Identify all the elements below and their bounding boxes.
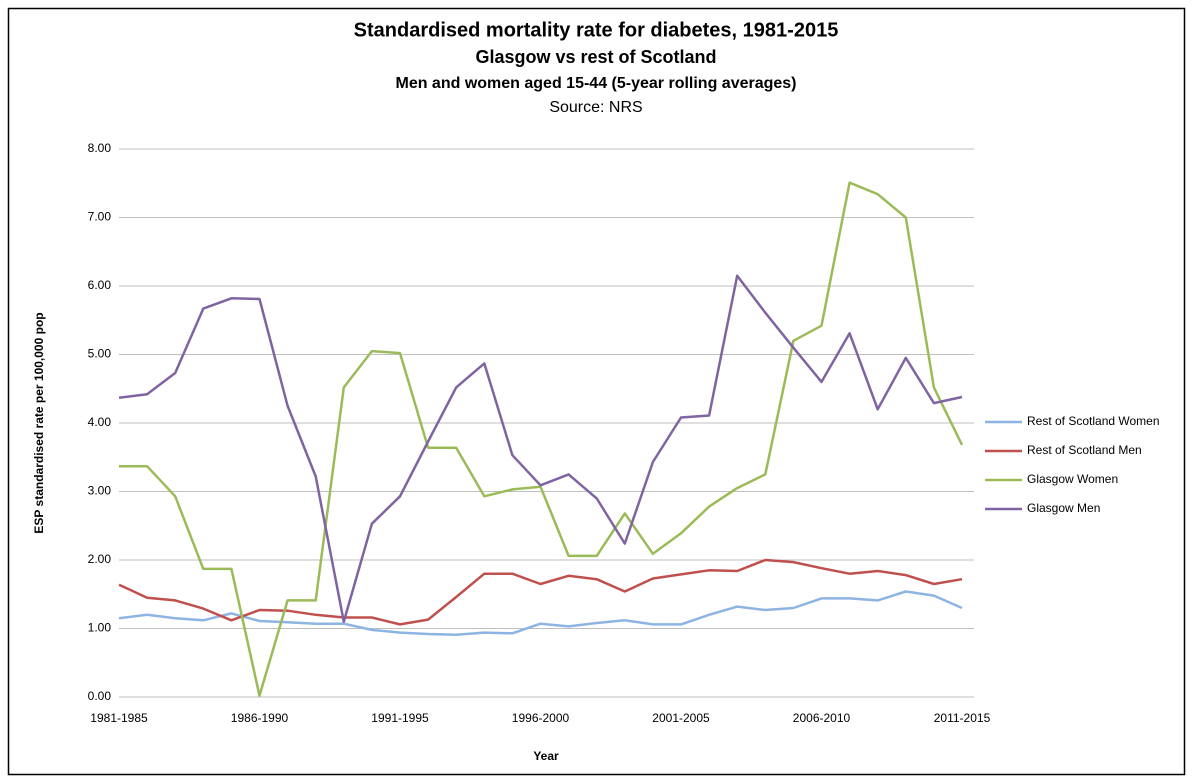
x-tick-label: 1981-1985 bbox=[90, 711, 148, 725]
y-tick-label: 7.00 bbox=[88, 210, 112, 224]
legend-label: Glasgow Men bbox=[1027, 501, 1100, 515]
x-tick-label: 2006-2010 bbox=[793, 711, 851, 725]
legend-label: Rest of Scotland Men bbox=[1027, 443, 1142, 457]
legend-label: Rest of Scotland Women bbox=[1027, 414, 1160, 428]
y-tick-label: 5.00 bbox=[88, 347, 112, 361]
y-tick-label: 0.00 bbox=[88, 689, 112, 703]
chart-subtitle: Men and women aged 15-44 (5-year rolling… bbox=[395, 75, 796, 92]
x-tick-label: 1996-2000 bbox=[512, 711, 570, 725]
chart-source: Source: NRS bbox=[549, 99, 642, 116]
chart-title: Standardised mortality rate for diabetes… bbox=[354, 19, 839, 41]
series-line bbox=[119, 181, 964, 697]
y-tick-label: 4.00 bbox=[88, 415, 112, 429]
series-line bbox=[118, 590, 963, 636]
x-tick-label: 2011-2015 bbox=[934, 711, 991, 725]
y-tick-label: 6.00 bbox=[88, 278, 112, 292]
series-line bbox=[118, 558, 963, 626]
x-tick-label: 1991-1995 bbox=[371, 711, 429, 725]
x-tick-label: 1986-1990 bbox=[231, 711, 289, 725]
y-tick-label: 3.00 bbox=[88, 484, 112, 498]
y-tick-label: 2.00 bbox=[88, 552, 112, 566]
chart-subtitle: Glasgow vs rest of Scotland bbox=[475, 47, 716, 67]
y-axis-label: ESP standardised rate per 100,000 pop bbox=[32, 312, 46, 533]
chart-border bbox=[7, 7, 1186, 776]
legend-label: Glasgow Women bbox=[1027, 472, 1118, 486]
x-axis-label: Year bbox=[533, 749, 559, 763]
y-tick-label: 1.00 bbox=[88, 621, 112, 635]
series-line bbox=[118, 274, 963, 623]
x-tick-label: 2001-2005 bbox=[652, 711, 710, 725]
y-tick-label: 8.00 bbox=[88, 141, 112, 155]
